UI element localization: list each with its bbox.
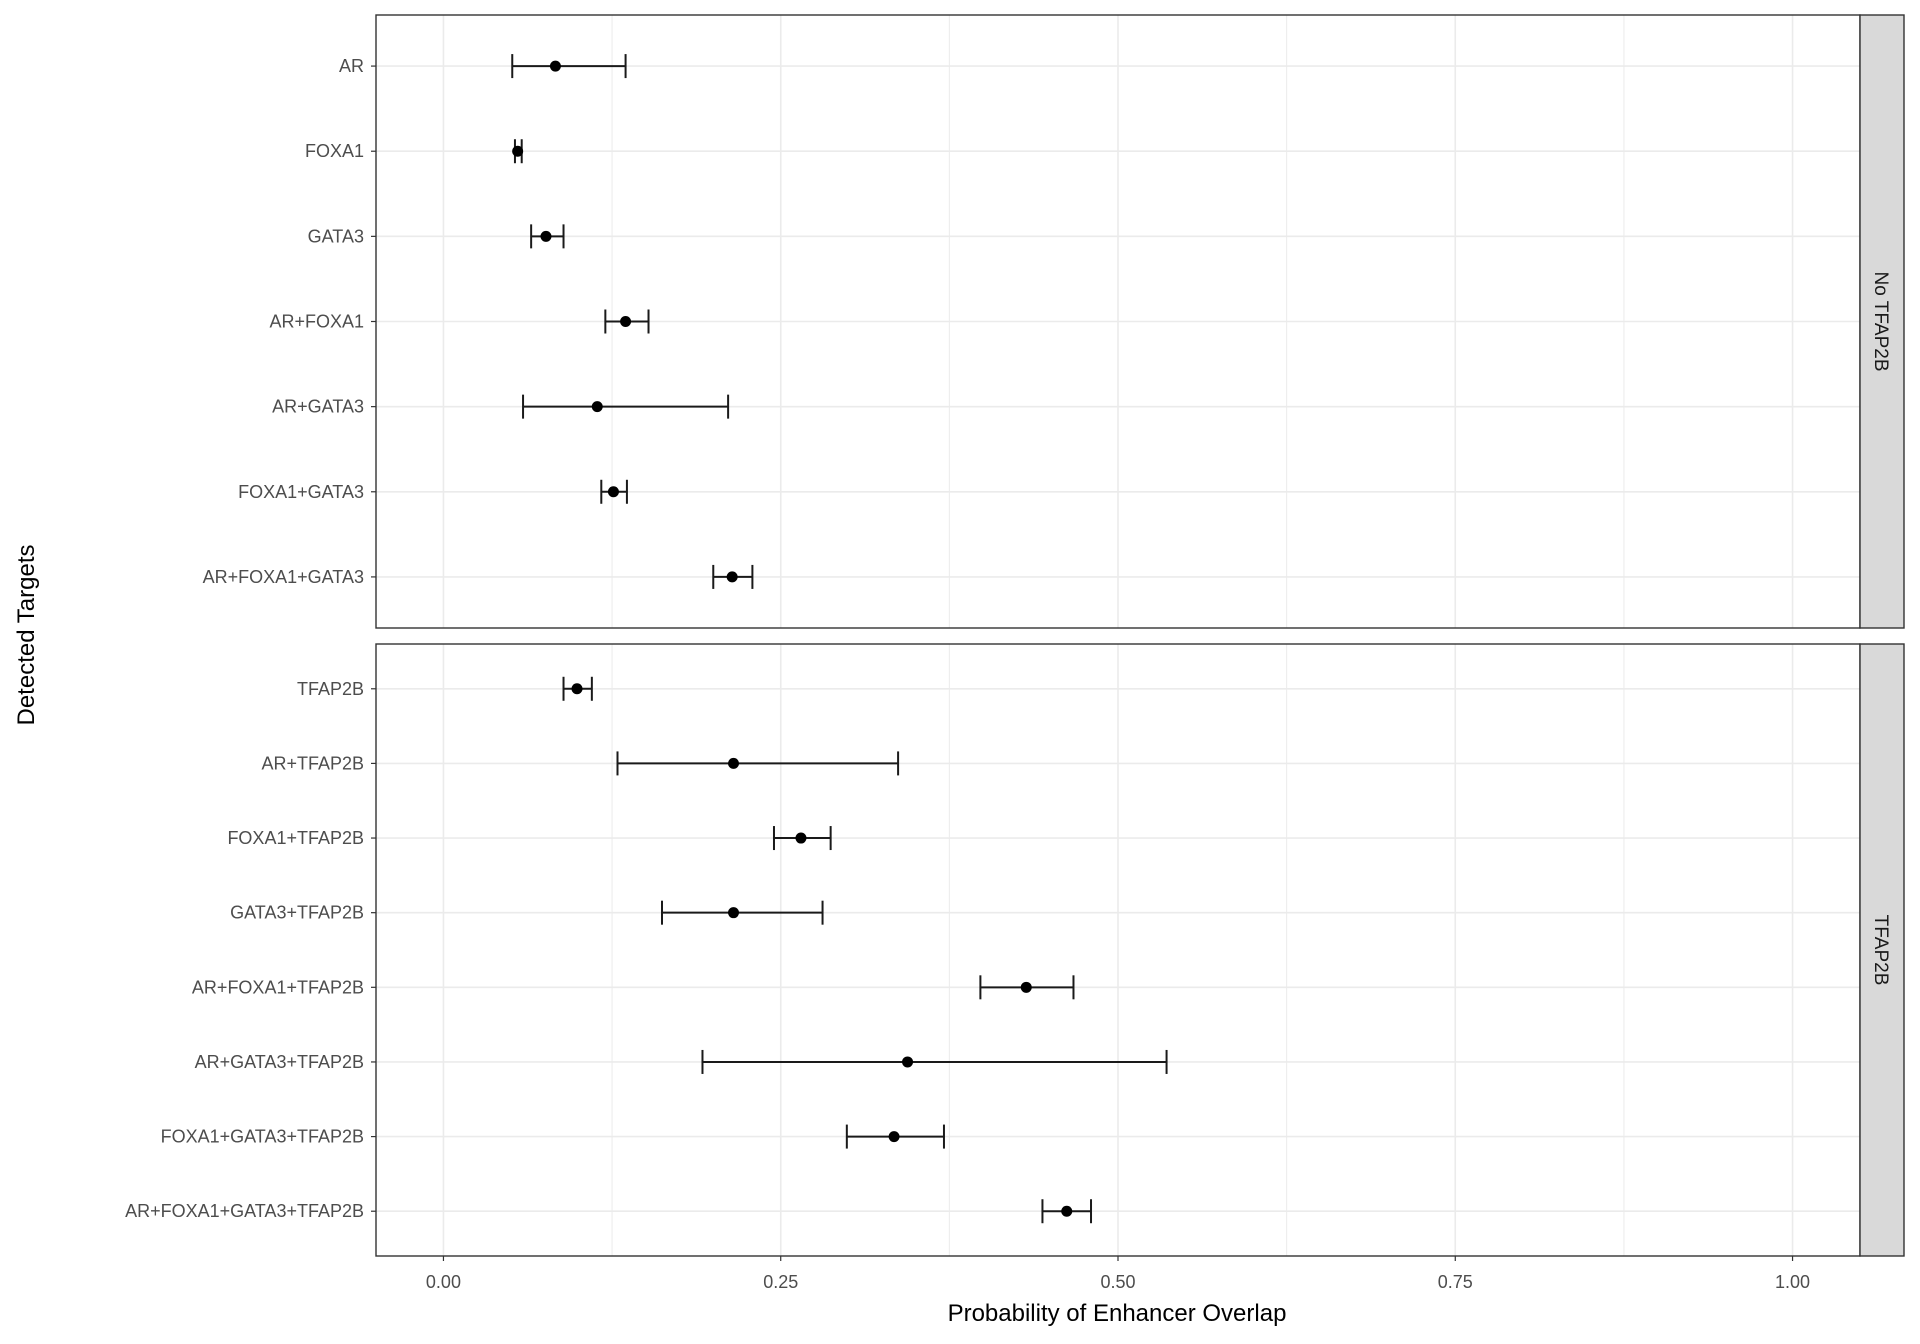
facet-strip-label: TFAP2B [1870, 915, 1891, 986]
data-point [512, 145, 524, 157]
x-tick-label: 1.00 [1775, 1272, 1810, 1292]
y-tick-label: AR+FOXA1 [269, 312, 364, 332]
data-row [512, 139, 524, 164]
facet-strip [1859, 14, 1905, 629]
data-point [1061, 1205, 1073, 1217]
data-row [604, 309, 650, 334]
data-point [549, 60, 561, 72]
y-tick-label: AR+FOXA1+TFAP2B [192, 977, 364, 997]
y-tick-label: FOXA1 [305, 141, 364, 161]
y-tick-label: AR [339, 56, 364, 76]
y-tick-label: GATA3+TFAP2B [230, 903, 364, 923]
x-tick-label: 0.25 [763, 1272, 798, 1292]
y-tick-label: AR+GATA3 [272, 397, 364, 417]
data-point [1020, 981, 1032, 993]
data-row [1041, 1199, 1093, 1224]
data-point [888, 1131, 900, 1143]
y-tick-label: GATA3 [308, 226, 364, 246]
facet-panel: TFAP2B AR+TFAP2B FOXA1+TFAP2B GATA3+TFAP2B A… [125, 643, 1905, 1257]
y-tick-label: AR+FOXA1+GATA3+TFAP2B [125, 1201, 364, 1221]
y-tick-label: FOXA1+GATA3+TFAP2B [161, 1127, 364, 1147]
y-tick-label: AR+FOXA1+GATA3 [203, 567, 364, 587]
data-row [772, 826, 832, 851]
y-tick-label: FOXA1+TFAP2B [227, 828, 364, 848]
data-point [728, 757, 740, 769]
x-tick-label: 0.50 [1100, 1272, 1135, 1292]
y-tick-label: AR+TFAP2B [261, 753, 364, 773]
x-axis-title: Probability of Enhancer Overlap [948, 1300, 1287, 1327]
data-point [591, 401, 603, 413]
data-row [712, 564, 754, 589]
facet-strip-label: No TFAP2B [1870, 272, 1891, 372]
x-tick-label: 0.75 [1438, 1272, 1473, 1292]
data-row [616, 751, 900, 776]
data-row [600, 479, 628, 504]
data-row [511, 54, 627, 79]
data-row [530, 224, 565, 249]
data-row [845, 1124, 945, 1149]
data-row [562, 676, 593, 701]
y-tick-label: TFAP2B [297, 679, 364, 699]
data-point [540, 230, 552, 242]
y-tick-label: FOXA1+GATA3 [238, 482, 364, 502]
data-point [795, 832, 807, 844]
data-point [728, 907, 740, 919]
x-tick-label: 0.00 [426, 1272, 461, 1292]
data-point [620, 316, 632, 327]
data-point [571, 683, 583, 695]
data-row [661, 900, 824, 925]
facet-panel: AR FOXA1 GATA3 AR+FOXA1 AR+GATA3 FOXA1+GATA3 A… [203, 14, 1905, 629]
facet-strip [1859, 643, 1905, 1257]
data-point [902, 1056, 914, 1068]
data-row [701, 1049, 1168, 1074]
y-axis-title: Detected Targets [13, 545, 40, 726]
data-point [607, 486, 619, 498]
data-point [726, 571, 738, 583]
data-row [979, 975, 1075, 1000]
data-row [522, 394, 730, 419]
y-tick-label: AR+GATA3+TFAP2B [195, 1052, 364, 1072]
